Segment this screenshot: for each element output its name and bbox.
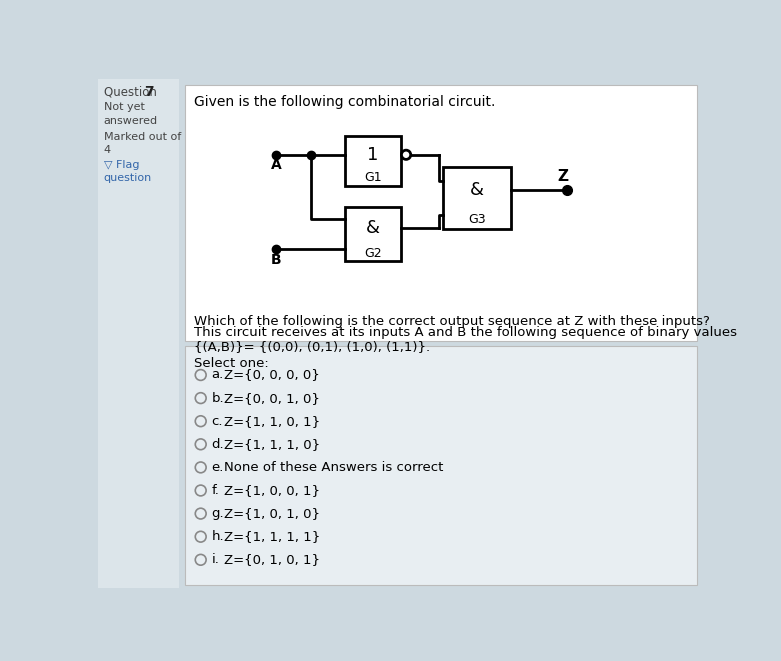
Text: Which of the following is the correct output sequence at Z with these inputs?: Which of the following is the correct ou… xyxy=(194,315,711,328)
Bar xyxy=(345,136,401,186)
Text: 1: 1 xyxy=(367,146,379,164)
Text: G3: G3 xyxy=(469,213,487,226)
Circle shape xyxy=(401,150,411,159)
Text: 7: 7 xyxy=(144,85,154,99)
Text: b.: b. xyxy=(212,391,224,405)
Circle shape xyxy=(195,531,206,542)
Text: None of these Answers is correct: None of these Answers is correct xyxy=(224,461,444,474)
Text: {(A,B)}= {(0,0), (0,1), (1,0), (1,1)}.: {(A,B)}= {(0,0), (0,1), (1,0), (1,1)}. xyxy=(194,340,430,354)
Text: i.: i. xyxy=(212,553,219,566)
FancyBboxPatch shape xyxy=(185,346,697,585)
Circle shape xyxy=(195,508,206,519)
Text: Z={0, 1, 0, 1}: Z={0, 1, 0, 1} xyxy=(224,553,320,566)
Text: Z={1, 0, 0, 1}: Z={1, 0, 0, 1} xyxy=(224,484,320,497)
Circle shape xyxy=(195,369,206,380)
Text: Z={1, 0, 1, 0}: Z={1, 0, 1, 0} xyxy=(224,507,320,520)
Text: Not yet
answered: Not yet answered xyxy=(104,102,158,126)
Text: f.: f. xyxy=(212,484,219,497)
Text: Z={1, 1, 1, 0}: Z={1, 1, 1, 0} xyxy=(224,438,320,451)
Text: &: & xyxy=(366,219,380,237)
FancyBboxPatch shape xyxy=(185,85,697,341)
Text: &: & xyxy=(470,181,484,199)
Text: Z={1, 1, 0, 1}: Z={1, 1, 0, 1} xyxy=(224,414,320,428)
Circle shape xyxy=(195,462,206,473)
Text: Z={0, 0, 0, 0}: Z={0, 0, 0, 0} xyxy=(224,368,319,381)
Text: Marked out of
4: Marked out of 4 xyxy=(104,132,181,155)
Bar xyxy=(345,207,401,261)
Text: Z={0, 0, 1, 0}: Z={0, 0, 1, 0} xyxy=(224,391,320,405)
Text: This circuit receives at its inputs A and B the following sequence of binary val: This circuit receives at its inputs A an… xyxy=(194,327,737,340)
Text: G2: G2 xyxy=(364,247,382,260)
Text: Given is the following combinatorial circuit.: Given is the following combinatorial cir… xyxy=(194,95,496,108)
Text: g.: g. xyxy=(212,507,224,520)
Text: h.: h. xyxy=(212,530,224,543)
Text: c.: c. xyxy=(212,414,223,428)
Text: Z: Z xyxy=(557,169,569,184)
Text: Question: Question xyxy=(104,85,160,98)
Circle shape xyxy=(195,416,206,426)
Circle shape xyxy=(195,485,206,496)
Text: A: A xyxy=(270,158,281,172)
Text: e.: e. xyxy=(212,461,224,474)
Text: d.: d. xyxy=(212,438,224,451)
Circle shape xyxy=(195,393,206,403)
Text: Select one:: Select one: xyxy=(194,356,269,369)
Text: ▽ Flag
question: ▽ Flag question xyxy=(104,160,152,183)
Bar xyxy=(444,167,512,229)
Circle shape xyxy=(195,555,206,565)
Text: G1: G1 xyxy=(364,171,382,184)
Text: B: B xyxy=(270,253,281,266)
Text: Z={1, 1, 1, 1}: Z={1, 1, 1, 1} xyxy=(224,530,320,543)
Text: a.: a. xyxy=(212,368,224,381)
Circle shape xyxy=(195,439,206,449)
Bar xyxy=(98,79,179,588)
